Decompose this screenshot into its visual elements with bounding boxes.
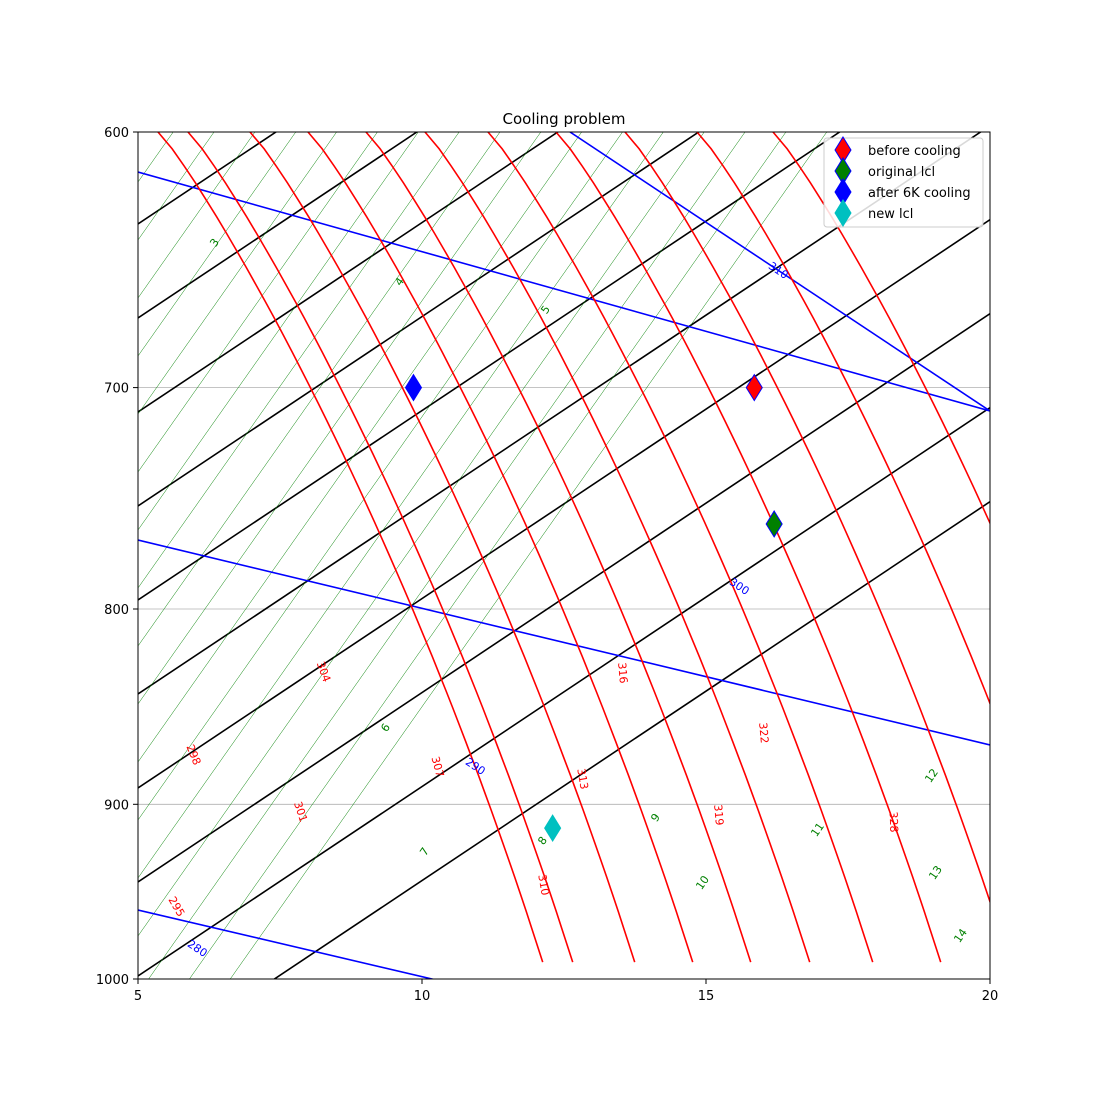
isentrope-line [249,132,636,963]
isentrope-label: 295 [166,894,188,919]
isentrope-label: 322 [756,722,771,744]
legend-marker-new-lcl [834,199,852,227]
contour-labels: 2952983013043073103133163193223282802903… [166,236,970,960]
isotherm-label: 290 [463,755,488,778]
x-tick-label: 10 [414,989,431,1004]
mixing-ratio-line [138,132,460,589]
mixing-ratio-line [138,0,990,124]
isentrope-line [365,132,752,963]
mixing-ratio-line [138,0,990,8]
legend-label-new-lcl: new lcl [868,207,913,222]
mixing-ratio-line [138,132,623,821]
isentrope-label: 313 [574,767,590,790]
mixing-ratio-label: 4 [392,275,407,288]
isentrope-label: 301 [291,800,310,824]
isotherm-label: 310 [766,259,791,282]
x-tick-label: 5 [134,989,142,1004]
legend-label-before-cooling: before cooling [868,144,961,159]
mixing-ratio-label: 6 [378,721,393,734]
isentrope-line [157,132,544,963]
isentrope-line [696,132,990,706]
mixing-ratio-line [138,132,542,705]
mixing-ratio-line [229,132,828,979]
diagonal-line [138,219,990,789]
isotherm-line [138,171,990,412]
diagonal-line [138,132,701,507]
original-lcl-point [765,510,783,538]
chart-title: Cooling problem [502,110,625,128]
x-tick-label: 15 [698,989,715,1004]
before-cooling-point [745,373,763,402]
mixing-ratio-line [148,132,746,979]
isentrope-label: 328 [887,811,901,832]
isentrope-label: 319 [711,804,726,826]
mixing-ratio-line [138,0,990,66]
mixing-ratio-line [138,132,419,531]
legend-label-original-lcl: original lcl [868,165,935,180]
mixing-ratio-line [138,132,501,647]
mixing-ratio-line [189,132,787,979]
thermo-lines [138,0,990,979]
isotherm-line [138,909,436,979]
isentrope-line [487,132,874,963]
mixing-ratio-line [138,132,705,937]
diagonal-line [138,313,990,883]
legend-label-after-6k-cooling: after 6K cooling [868,186,971,201]
axis-ticks: 5 10 15 20 600 700 800 900 1000 [96,126,998,1004]
mixing-ratio-label: 9 [648,811,663,824]
isentrope-label: 307 [428,755,446,779]
diagonal-line [138,407,990,977]
isentrope-label: 310 [535,873,551,896]
y-tick-label: 700 [104,382,129,397]
after-6k-cooling-point [404,373,423,402]
isotherm-line [569,132,990,412]
diagonal-line [138,132,842,601]
y-tick-label: 900 [104,798,129,813]
gridlines [138,387,990,805]
mixing-ratio-line [138,132,582,763]
mixing-ratio-label: 5 [538,303,553,316]
isentrope-line [555,132,942,963]
x-tick-label: 20 [982,989,999,1004]
mixing-ratio-line [138,132,297,357]
mixing-ratio-label: 7 [417,845,432,858]
mixing-ratio-line [138,132,664,879]
isentrope-line [424,132,811,963]
isotherm-line [138,539,990,746]
mixing-ratio-line [138,132,378,473]
diagonal-line [138,0,990,36]
diagonal-line [138,132,560,413]
legend: before cooling original lcl after 6K cooli… [823,136,984,228]
isentrope-label: 316 [615,662,630,684]
data-points [404,373,783,843]
mixing-ratio-label: 11 [808,820,827,839]
diagonal-line [138,132,419,319]
mixing-ratio-label: 14 [951,926,970,945]
mixing-ratio-label: 10 [693,873,712,892]
mixing-ratio-label: 8 [535,834,550,847]
y-tick-label: 600 [104,126,129,141]
isotherm-label: 280 [185,937,210,960]
isentrope-line [772,132,990,526]
isentrope-line [307,132,694,963]
mixing-ratio-label: 3 [207,236,222,249]
mixing-ratio-label: 12 [922,766,941,785]
legend-box [823,137,984,228]
isotherm-label: 300 [727,575,752,598]
y-tick-label: 800 [104,603,129,618]
plot-frame [137,131,991,980]
y-tick-label: 1000 [96,973,129,988]
isentrope-line [187,132,574,963]
isentrope-line [624,132,990,905]
diagonal-line [272,501,990,979]
isotherm-line [138,0,990,50]
mixing-ratio-label: 13 [926,863,945,882]
new-lcl-point [544,814,562,843]
